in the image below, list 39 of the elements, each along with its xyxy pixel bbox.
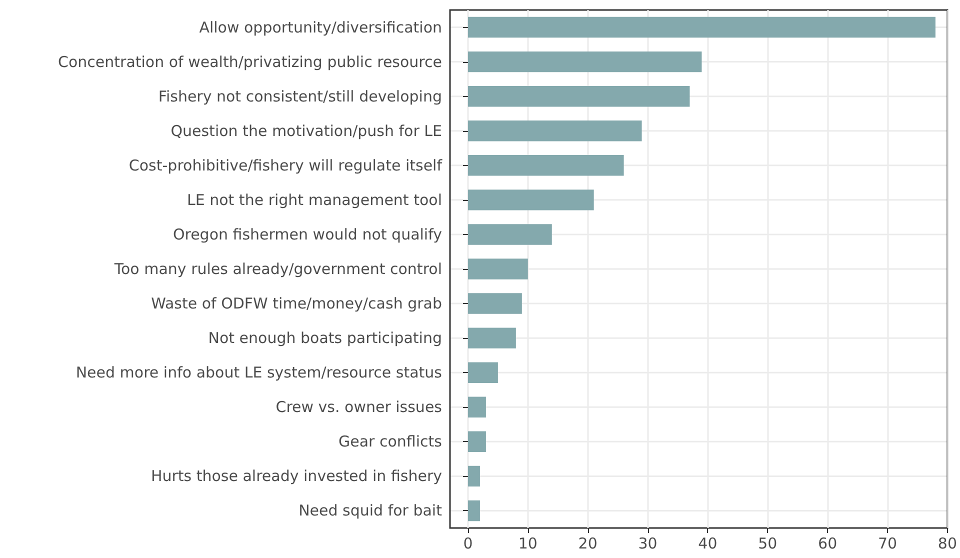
x-tick-label: 50: [758, 534, 778, 552]
bar: [468, 396, 486, 418]
y-tick-label: Cost-prohibitive/fishery will regulate itself: [128, 156, 443, 174]
x-tick-label: 80: [938, 534, 958, 552]
bar: [468, 190, 594, 210]
y-tick-label: Need more info about LE system/resource status: [76, 364, 442, 382]
bar: [468, 466, 480, 487]
bar: [468, 328, 516, 348]
bar: [468, 293, 522, 314]
y-tick-label: Need squid for bait: [298, 502, 442, 520]
y-tick-label: Crew vs. owner issues: [276, 398, 442, 416]
bar: [468, 120, 642, 142]
x-tick-label: 0: [463, 534, 473, 552]
y-tick-label: Fishery not consistent/still developing: [158, 87, 442, 106]
bar: [468, 86, 690, 107]
x-tick-label: 30: [638, 534, 658, 552]
x-tick-label: 20: [578, 534, 598, 552]
x-tick-label: 40: [698, 534, 718, 552]
bar: [468, 500, 480, 522]
y-tick-label: Question the motivation/push for LE: [170, 122, 442, 140]
y-tick-label: Allow opportunity/diversification: [199, 18, 442, 36]
y-tick-label: Oregon fishermen would not qualify: [172, 225, 442, 244]
y-tick-label: Too many rules already/government control: [113, 260, 442, 278]
x-tick-label: 70: [878, 534, 898, 552]
y-tick-label: Not enough boats participating: [208, 329, 442, 348]
bar: [468, 51, 702, 72]
bar: [468, 224, 552, 245]
y-tick-label: LE not the right management tool: [187, 190, 442, 209]
y-tick-label: Gear conflicts: [338, 432, 442, 451]
y-tick-label: Concentration of wealth/privatizing public resource: [58, 52, 442, 71]
y-tick-label: Hurts those already invested in fishery: [150, 467, 442, 486]
x-tick-label: 60: [818, 534, 838, 552]
bar: [468, 155, 624, 176]
x-tick-label: 10: [518, 534, 538, 552]
bar: [468, 16, 936, 38]
y-tick-label: Waste of ODFW time/money/cash grab: [151, 294, 442, 313]
bar: [468, 258, 528, 280]
bar: [468, 362, 498, 383]
bar: [468, 431, 486, 452]
